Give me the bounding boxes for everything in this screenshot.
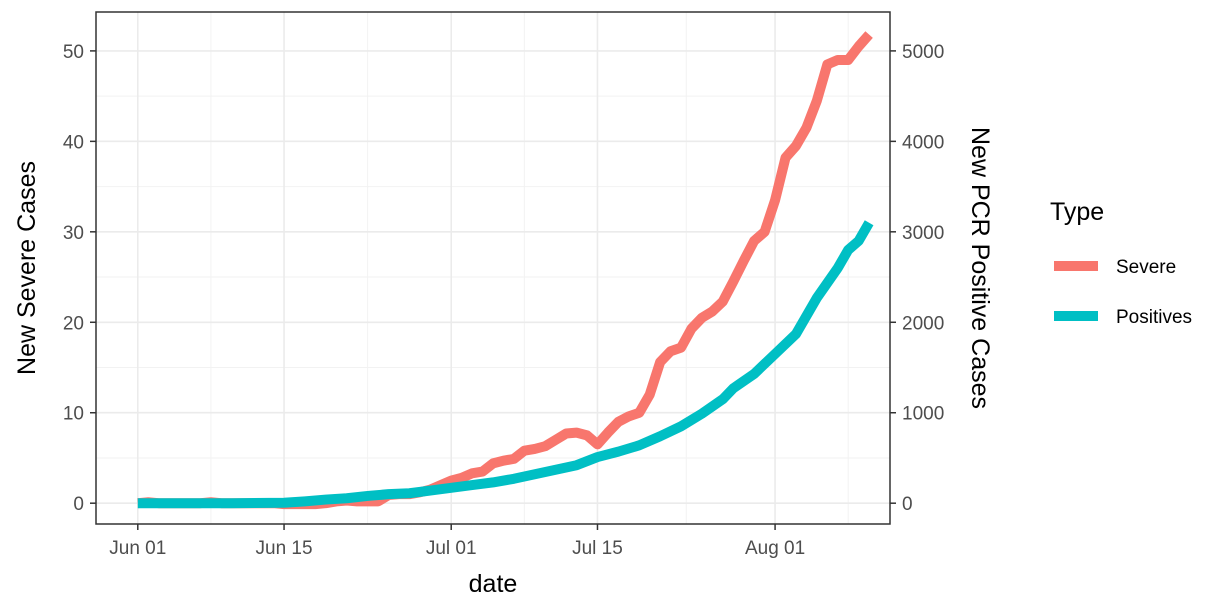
y-left-tick-label: 50: [63, 42, 84, 63]
y-right-tick-label: 3000: [902, 223, 944, 244]
grid-minor: [96, 12, 890, 524]
series-layer: [137, 31, 874, 510]
y-right-tick-label: 2000: [902, 313, 944, 334]
x-tick-label: Jun 15: [256, 538, 313, 559]
x-tick-label: Jul 01: [426, 538, 477, 559]
y-right-tick-label: 1000: [902, 404, 944, 425]
y-left-tick-label: 30: [63, 223, 84, 244]
legend-label-positives: Positives: [1116, 307, 1192, 328]
legend: Type Severe Positives: [1050, 198, 1192, 328]
series-line-positives: [137, 220, 874, 509]
panel-border: [95, 11, 891, 525]
y-left-tick-label: 40: [63, 132, 84, 153]
x-axis: Jun 01 Jun 15 Jul 01 Jul 15 Aug 01: [109, 524, 805, 559]
y-left-tick-label: 10: [63, 404, 84, 425]
x-tick-label: Jul 15: [572, 538, 623, 559]
x-tick-label: Jun 01: [109, 538, 166, 559]
x-tick-label: Aug 01: [745, 538, 805, 559]
legend-label-severe: Severe: [1116, 257, 1176, 278]
panel-background: [96, 12, 890, 524]
y-right-tick-label: 4000: [902, 132, 944, 153]
x-axis-title: date: [469, 570, 518, 598]
y-left-tick-label: 0: [73, 494, 84, 515]
y-left-tick-label: 20: [63, 313, 84, 334]
y-right-tick-label: 0: [902, 494, 913, 515]
y-axis-right: 0 1000 2000 3000 4000 5000: [890, 42, 944, 515]
y-axis-left-title: New Severe Cases: [13, 161, 41, 375]
y-right-tick-label: 5000: [902, 42, 944, 63]
legend-items: Severe Positives: [1054, 257, 1192, 328]
y-axis-right-title: New PCR Positive Cases: [966, 127, 994, 409]
legend-title: Type: [1050, 198, 1104, 226]
y-axis-left: 0 10 20 30 40 50: [63, 42, 96, 515]
